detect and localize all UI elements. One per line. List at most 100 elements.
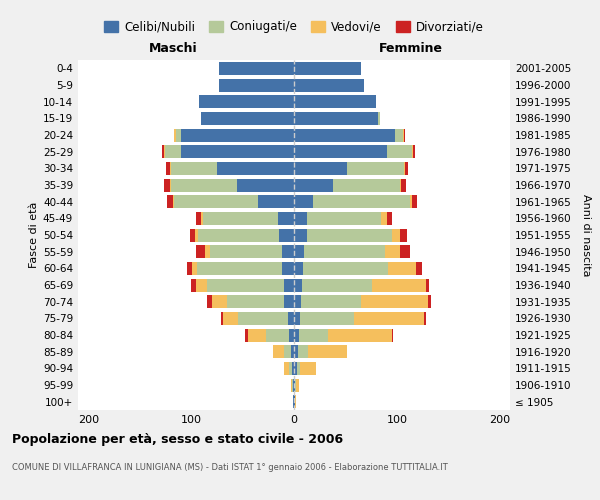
Y-axis label: Anni di nascita: Anni di nascita bbox=[581, 194, 591, 276]
Bar bbox=[202, 212, 203, 225]
Bar bbox=[195, 228, 199, 241]
Bar bbox=[294, 228, 307, 241]
Bar bbox=[221, 312, 223, 325]
Bar bbox=[274, 345, 284, 358]
Bar bbox=[284, 362, 289, 375]
Bar bbox=[347, 162, 404, 175]
Text: COMUNE DI VILLAFRANCA IN LUNIGIANA (MS) - Dati ISTAT 1° gennaio 2006 - Elaborazi: COMUNE DI VILLAFRANCA IN LUNIGIANA (MS) … bbox=[12, 462, 448, 471]
Bar bbox=[197, 262, 281, 275]
Bar bbox=[395, 128, 403, 141]
Bar bbox=[281, 262, 294, 275]
Bar bbox=[294, 328, 299, 342]
Bar bbox=[170, 162, 217, 175]
Bar bbox=[293, 378, 294, 392]
Bar bbox=[288, 312, 294, 325]
Bar bbox=[295, 378, 296, 392]
Bar bbox=[412, 145, 413, 158]
Bar bbox=[166, 162, 170, 175]
Bar bbox=[167, 195, 173, 208]
Bar bbox=[284, 295, 294, 308]
Bar bbox=[294, 312, 300, 325]
Bar bbox=[163, 145, 164, 158]
Bar bbox=[217, 162, 294, 175]
Bar bbox=[170, 178, 238, 192]
Bar bbox=[278, 212, 294, 225]
Bar bbox=[428, 295, 431, 308]
Bar bbox=[300, 312, 353, 325]
Bar bbox=[294, 62, 361, 75]
Bar bbox=[196, 245, 205, 258]
Bar bbox=[199, 228, 278, 241]
Bar bbox=[278, 228, 294, 241]
Bar bbox=[196, 278, 206, 291]
Bar bbox=[403, 128, 404, 141]
Bar bbox=[206, 295, 212, 308]
Bar bbox=[291, 345, 294, 358]
Bar bbox=[294, 262, 303, 275]
Bar bbox=[410, 195, 412, 208]
Bar bbox=[416, 262, 422, 275]
Bar bbox=[404, 128, 405, 141]
Bar bbox=[199, 95, 294, 108]
Bar bbox=[164, 145, 166, 158]
Bar bbox=[238, 312, 288, 325]
Bar bbox=[173, 128, 176, 141]
Bar bbox=[176, 128, 181, 141]
Bar bbox=[382, 212, 386, 225]
Bar bbox=[292, 378, 293, 392]
Bar bbox=[166, 145, 181, 158]
Bar bbox=[294, 245, 304, 258]
Bar bbox=[404, 162, 405, 175]
Bar bbox=[297, 362, 300, 375]
Bar bbox=[313, 195, 410, 208]
Bar bbox=[173, 195, 258, 208]
Bar bbox=[191, 278, 196, 291]
Bar bbox=[386, 145, 412, 158]
Bar bbox=[392, 328, 393, 342]
Bar bbox=[291, 378, 292, 392]
Bar bbox=[202, 112, 294, 125]
Bar bbox=[307, 228, 392, 241]
Bar bbox=[400, 245, 410, 258]
Bar bbox=[385, 245, 400, 258]
Bar bbox=[294, 212, 307, 225]
Bar bbox=[227, 295, 284, 308]
Bar bbox=[425, 278, 429, 291]
Bar bbox=[284, 278, 294, 291]
Bar bbox=[300, 362, 316, 375]
Bar bbox=[266, 328, 289, 342]
Bar bbox=[294, 362, 297, 375]
Bar bbox=[296, 378, 299, 392]
Bar bbox=[292, 362, 294, 375]
Bar bbox=[187, 262, 192, 275]
Bar bbox=[301, 295, 361, 308]
Bar bbox=[294, 112, 379, 125]
Text: Maschi: Maschi bbox=[149, 42, 197, 55]
Bar bbox=[303, 262, 388, 275]
Bar bbox=[284, 345, 291, 358]
Bar bbox=[388, 262, 416, 275]
Bar bbox=[413, 145, 415, 158]
Bar bbox=[333, 178, 400, 192]
Bar bbox=[248, 328, 266, 342]
Bar bbox=[294, 295, 301, 308]
Bar bbox=[298, 345, 308, 358]
Bar bbox=[353, 312, 424, 325]
Bar bbox=[308, 345, 347, 358]
Bar bbox=[294, 195, 313, 208]
Bar bbox=[245, 328, 248, 342]
Bar bbox=[307, 212, 382, 225]
Bar bbox=[205, 245, 209, 258]
Bar bbox=[190, 228, 195, 241]
Bar bbox=[219, 62, 294, 75]
Text: Popolazione per età, sesso e stato civile - 2006: Popolazione per età, sesso e stato civil… bbox=[12, 432, 343, 446]
Bar bbox=[361, 295, 428, 308]
Bar bbox=[294, 178, 333, 192]
Bar bbox=[328, 328, 392, 342]
Bar bbox=[412, 195, 418, 208]
Bar bbox=[294, 145, 386, 158]
Bar bbox=[294, 95, 376, 108]
Bar bbox=[238, 178, 294, 192]
Bar bbox=[400, 178, 401, 192]
Bar bbox=[258, 195, 294, 208]
